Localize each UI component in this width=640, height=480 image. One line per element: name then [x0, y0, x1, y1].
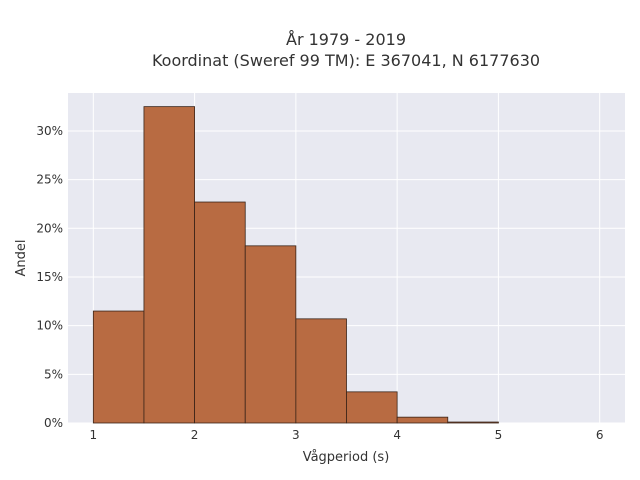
- y-tick-label: 25%: [36, 173, 63, 187]
- x-tick-label: 2: [191, 428, 199, 442]
- x-tick-label: 4: [393, 428, 401, 442]
- histogram-bar-2: [143, 106, 195, 424]
- y-tick-label: 30%: [36, 124, 63, 138]
- histogram-bar-7: [396, 416, 449, 424]
- x-tick-label: 6: [596, 428, 604, 442]
- histogram-bar-4: [244, 245, 297, 424]
- y-tick-label: 0%: [44, 416, 63, 430]
- chart-title-line2: Koordinat (Sweref 99 TM): E 367041, N 61…: [152, 51, 540, 70]
- y-tick-label: 20%: [36, 221, 63, 235]
- x-tick-label: 5: [495, 428, 503, 442]
- histogram-bar-3: [194, 201, 246, 424]
- y-tick-label: 15%: [36, 270, 63, 284]
- x-tick-label: 1: [89, 428, 97, 442]
- chart-title-line1: År 1979 - 2019: [286, 30, 406, 49]
- y-axis-label: Andel: [14, 240, 29, 277]
- histogram-bar-5: [295, 318, 347, 424]
- bars: [92, 106, 499, 424]
- histogram-bar-1: [92, 310, 145, 424]
- y-tick-label: 5%: [44, 367, 63, 381]
- x-tick-label: 3: [292, 428, 300, 442]
- x-axis-label: Vågperiod (s): [303, 450, 390, 465]
- histogram-bar-6: [346, 391, 398, 424]
- x-axis-ticks: 1 2 3 4 5 6: [89, 428, 603, 442]
- y-tick-label: 10%: [36, 319, 63, 333]
- histogram-bar-8: [447, 421, 499, 424]
- y-axis-ticks: 0% 5% 10% 15% 20% 25% 30%: [36, 124, 63, 430]
